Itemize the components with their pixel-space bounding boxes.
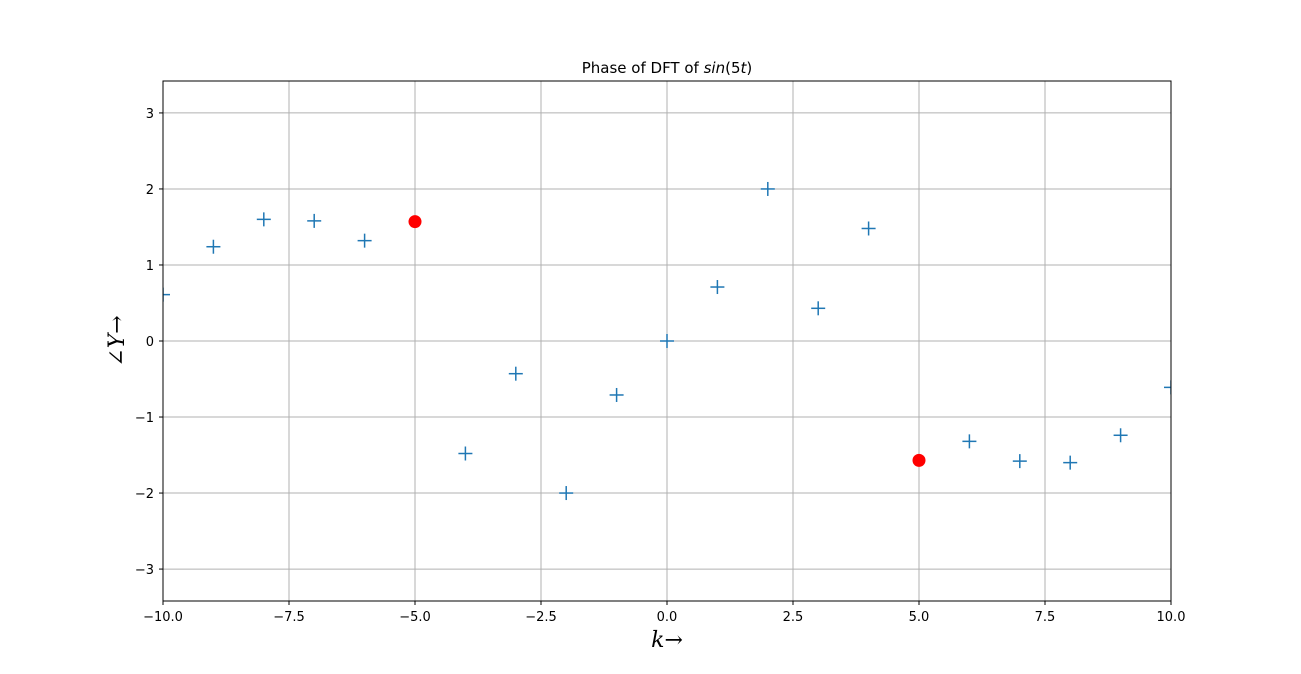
y-tick-label: 0 [146, 335, 154, 350]
y-tick-label: −2 [135, 487, 154, 502]
axis-ticks: −10.0 −7.5 −5.0 −2.5 0.0 2.5 5.0 7.5 10.0 −3 −2 −1 0… [135, 107, 1186, 625]
x-tick-label: −5.0 [399, 610, 431, 625]
plus-marker [1113, 428, 1128, 443]
x-tick-label: −7.5 [273, 610, 305, 625]
plus-marker [163, 287, 170, 302]
x-axis-label: k→ [651, 628, 683, 653]
plus-marker [508, 366, 523, 381]
plus-marker [256, 212, 271, 227]
x-tick-label: 0.0 [657, 610, 678, 625]
x-tick-label: −10.0 [143, 610, 183, 625]
plus-marker [710, 280, 725, 295]
plus-marker [861, 221, 876, 236]
plus-marker [357, 233, 372, 248]
x-tick-label: 5.0 [909, 610, 930, 625]
y-tick-label: 3 [146, 107, 154, 122]
circle-marker [408, 215, 422, 229]
circle-marker [912, 453, 926, 467]
chart-title: Phase of DFT of sin(5t) [582, 59, 753, 77]
plus-marker [1164, 380, 1171, 395]
plus-marker [760, 181, 775, 196]
plus-marker [206, 239, 221, 254]
plus-marker [1012, 454, 1027, 469]
plus-marker [559, 486, 574, 501]
y-tick-label: 1 [146, 259, 154, 274]
plus-marker [307, 213, 322, 228]
x-tick-label: 7.5 [1035, 610, 1056, 625]
y-tick-label: −1 [135, 411, 154, 426]
plus-marker [962, 434, 977, 449]
plus-marker [811, 301, 826, 316]
y-tick-label: −3 [135, 563, 154, 578]
y-tick-label: 2 [146, 183, 154, 198]
y-axis-label: ∠Y→ [105, 315, 130, 366]
plus-marker [609, 387, 624, 402]
x-tick-label: −2.5 [525, 610, 557, 625]
plus-marker [1063, 455, 1078, 470]
plus-marker [458, 446, 473, 461]
x-tick-label: 2.5 [783, 610, 804, 625]
x-tick-label: 10.0 [1157, 610, 1186, 625]
data-marks [163, 181, 1171, 501]
plus-marker [660, 334, 674, 348]
